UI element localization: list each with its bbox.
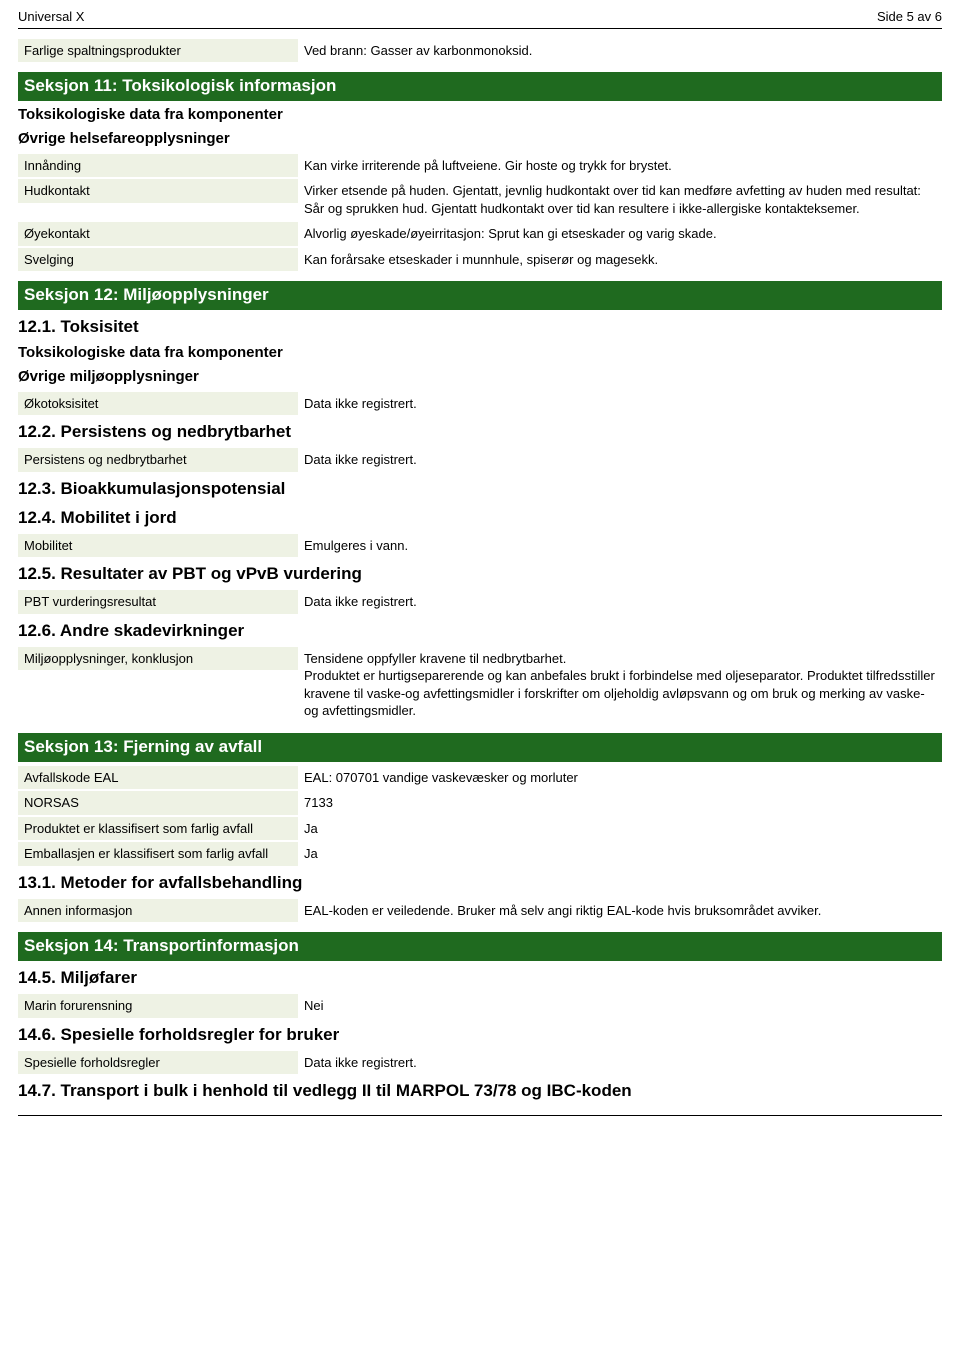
doc-title: Universal X <box>18 8 84 26</box>
section-12-header: Seksjon 12: Miljøopplysninger <box>18 281 942 310</box>
row-oyekontakt: Øyekontakt Alvorlig øyeskade/øyeirritasj… <box>18 222 942 246</box>
value: Emulgeres i vann. <box>298 534 942 558</box>
value: Ja <box>298 842 942 866</box>
value: EAL: 070701 vandige vaskevæsker og morlu… <box>298 766 942 790</box>
value: Data ikke registrert. <box>298 392 942 416</box>
label: Økotoksisitet <box>18 392 298 416</box>
value: Kan virke irriterende på luftveiene. Gir… <box>298 154 942 178</box>
label: Hudkontakt <box>18 179 298 203</box>
row-okotoksisitet: Økotoksisitet Data ikke registrert. <box>18 392 942 416</box>
section-14-header: Seksjon 14: Transportinformasjon <box>18 932 942 961</box>
value: Data ikke registrert. <box>298 1051 942 1075</box>
row-pbt: PBT vurderingsresultat Data ikke registr… <box>18 590 942 614</box>
value: Kan forårsake etseskader i munnhule, spi… <box>298 248 942 272</box>
row-spesielle: Spesielle forholdsregler Data ikke regis… <box>18 1051 942 1075</box>
label: Marin forurensning <box>18 994 298 1018</box>
section-11-sub2: Øvrige helsefareopplysninger <box>18 129 942 149</box>
value: Ja <box>298 817 942 841</box>
label: Annen informasjon <box>18 899 298 923</box>
value: Tensidene oppfyller kravene til nedbrytb… <box>298 647 942 723</box>
value: Ved brann: Gasser av karbonmonoksid. <box>298 39 942 63</box>
label: Spesielle forholdsregler <box>18 1051 298 1075</box>
heading-12-2: 12.2. Persistens og nedbrytbarhet <box>18 421 942 444</box>
section-12-sub2: Øvrige miljøopplysninger <box>18 367 942 387</box>
heading-14-6: 14.6. Spesielle forholdsregler for bruke… <box>18 1024 942 1047</box>
label: Farlige spaltningsprodukter <box>18 39 298 63</box>
label: Svelging <box>18 248 298 272</box>
label: PBT vurderingsresultat <box>18 590 298 614</box>
value: Data ikke registrert. <box>298 590 942 614</box>
row-mobilitet: Mobilitet Emulgeres i vann. <box>18 534 942 558</box>
row-annen-info: Annen informasjon EAL-koden er veiledend… <box>18 899 942 923</box>
row-svelging: Svelging Kan forårsake etseskader i munn… <box>18 248 942 272</box>
value: Alvorlig øyeskade/øyeirritasjon: Sprut k… <box>298 222 942 246</box>
row-produkt-farlig: Produktet er klassifisert som farlig avf… <box>18 817 942 841</box>
heading-14-5: 14.5. Miljøfarer <box>18 967 942 990</box>
value: Nei <box>298 994 942 1018</box>
heading-12-4: 12.4. Mobilitet i jord <box>18 507 942 530</box>
label: Mobilitet <box>18 534 298 558</box>
heading-12-1: 12.1. Toksisitet <box>18 316 942 339</box>
heading-12-5: 12.5. Resultater av PBT og vPvB vurderin… <box>18 563 942 586</box>
label: Persistens og nedbrytbarhet <box>18 448 298 472</box>
label: Øyekontakt <box>18 222 298 246</box>
label: NORSAS <box>18 791 298 815</box>
value: EAL-koden er veiledende. Bruker må selv … <box>298 899 942 923</box>
label: Miljøopplysninger, konklusjon <box>18 647 298 671</box>
section-11-header: Seksjon 11: Toksikologisk informasjon <box>18 72 942 101</box>
row-marin: Marin forurensning Nei <box>18 994 942 1018</box>
row-persistens: Persistens og nedbrytbarhet Data ikke re… <box>18 448 942 472</box>
label: Innånding <box>18 154 298 178</box>
heading-14-7: 14.7. Transport i bulk i henhold til ved… <box>18 1080 942 1103</box>
row-eal: Avfallskode EAL EAL: 070701 vandige vask… <box>18 766 942 790</box>
section-12-sub1: Toksikologiske data fra komponenter <box>18 343 942 363</box>
row-emballasje-farlig: Emballasjen er klassifisert som farlig a… <box>18 842 942 866</box>
page-header: Universal X Side 5 av 6 <box>18 8 942 29</box>
row-spaltningsprodukter: Farlige spaltningsprodukter Ved brann: G… <box>18 39 942 63</box>
page-number: Side 5 av 6 <box>877 8 942 26</box>
heading-12-3: 12.3. Bioakkumulasjonspotensial <box>18 478 942 501</box>
heading-13-1: 13.1. Metoder for avfallsbehandling <box>18 872 942 895</box>
label: Avfallskode EAL <box>18 766 298 790</box>
section-11-sub1: Toksikologiske data fra komponenter <box>18 105 942 125</box>
label: Emballasjen er klassifisert som farlig a… <box>18 842 298 866</box>
value: Virker etsende på huden. Gjentatt, jevnl… <box>298 179 942 220</box>
row-miljokonklusjon: Miljøopplysninger, konklusjon Tensidene … <box>18 647 942 723</box>
value: Data ikke registrert. <box>298 448 942 472</box>
heading-12-6: 12.6. Andre skadevirkninger <box>18 620 942 643</box>
label: Produktet er klassifisert som farlig avf… <box>18 817 298 841</box>
row-hudkontakt: Hudkontakt Virker etsende på huden. Gjen… <box>18 179 942 220</box>
row-innanding: Innånding Kan virke irriterende på luftv… <box>18 154 942 178</box>
section-13-header: Seksjon 13: Fjerning av avfall <box>18 733 942 762</box>
bottom-divider <box>18 1115 942 1116</box>
value: 7133 <box>298 791 942 815</box>
row-norsas: NORSAS 7133 <box>18 791 942 815</box>
